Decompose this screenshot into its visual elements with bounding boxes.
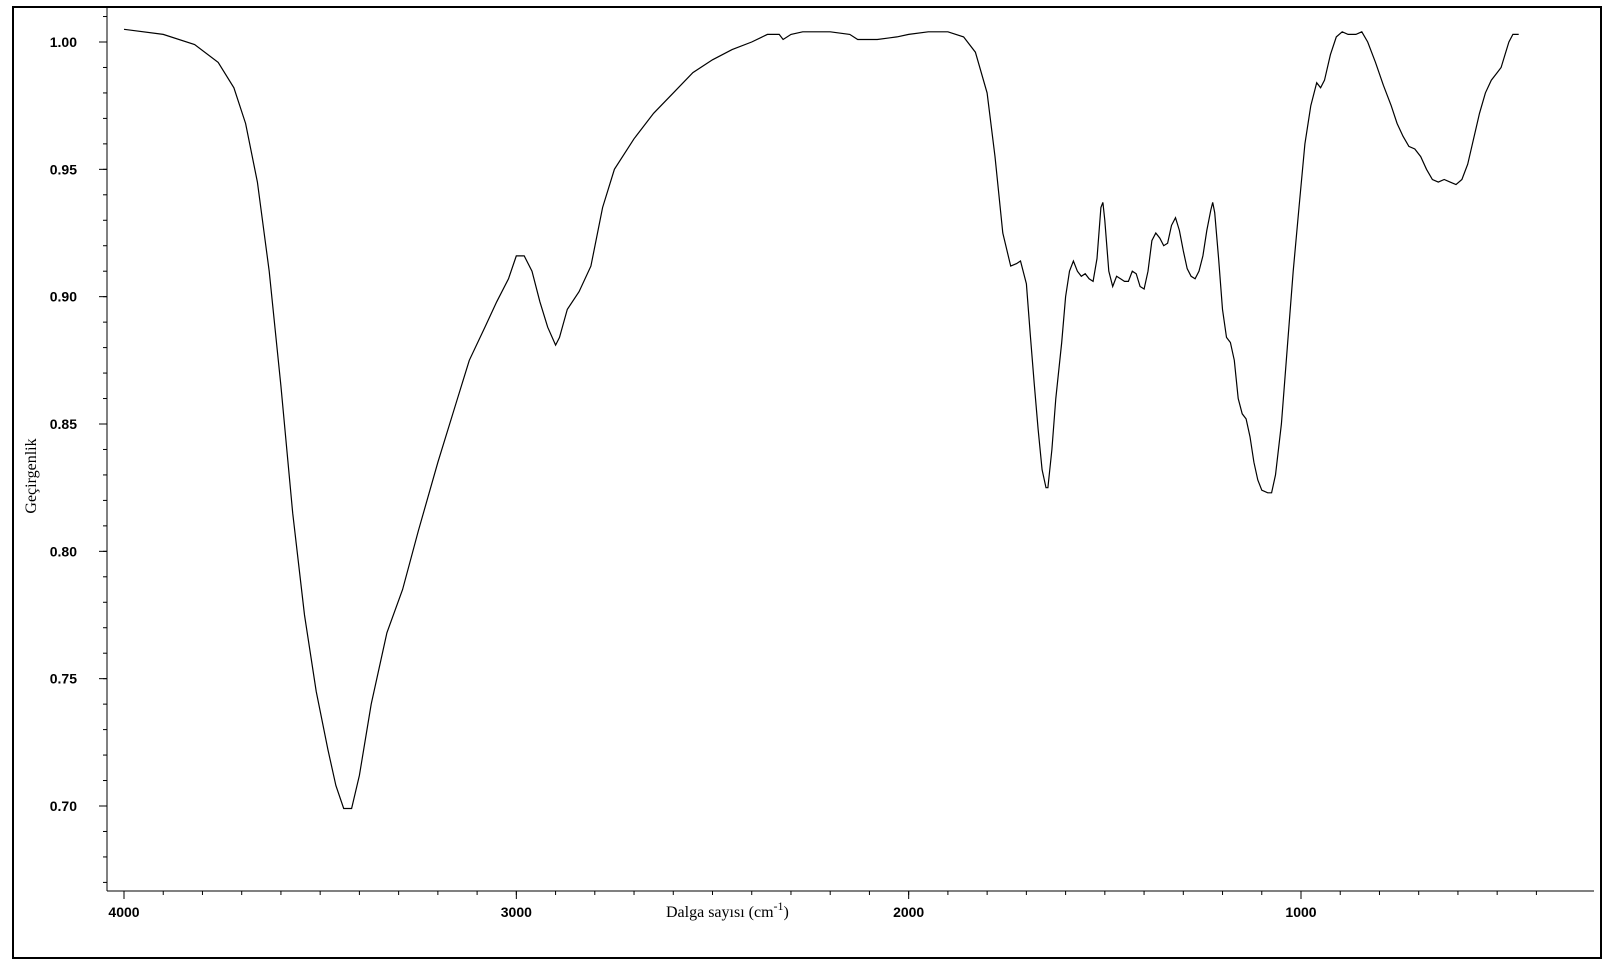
x-minor-ticks	[123, 891, 1537, 895]
x-tick-label: 4000	[108, 904, 139, 920]
y-axis-title: Geçirgenlik	[23, 438, 40, 513]
y-tick-label: 0.90	[50, 289, 77, 305]
x-axis-title-superscript: -1	[774, 899, 784, 913]
ir-spectrum-chart: 0.70 0.75 0.80 0.85 0.90 0.95 1.00 4000 3000 200…	[23, 8, 1594, 921]
x-axis-title-main: Dalga sayısı (cm	[666, 904, 774, 921]
spectrum-line	[123, 28, 1519, 810]
y-tick-label: 1.00	[50, 34, 77, 50]
x-ticks: 4000 3000 2000 1000	[108, 891, 1317, 920]
x-tick-label: 1000	[1285, 904, 1316, 920]
chart-frame: 0.70 0.75 0.80 0.85 0.90 0.95 1.00 4000 3000 200…	[12, 6, 1602, 959]
y-tick-label: 0.85	[50, 416, 77, 432]
x-tick-label: 3000	[501, 904, 532, 920]
y-tick-label: 0.75	[50, 671, 77, 687]
y-ticks: 0.70 0.75 0.80 0.85 0.90 0.95 1.00	[50, 34, 107, 814]
x-axis-title-suffix: )	[784, 904, 789, 921]
y-tick-label: 0.80	[50, 543, 77, 559]
y-minor-ticks	[103, 16, 107, 883]
x-tick-label: 2000	[893, 904, 924, 920]
y-tick-label: 0.70	[50, 798, 77, 814]
x-axis-title: Dalga sayısı (cm-1)	[666, 899, 789, 921]
y-tick-label: 0.95	[50, 161, 77, 177]
